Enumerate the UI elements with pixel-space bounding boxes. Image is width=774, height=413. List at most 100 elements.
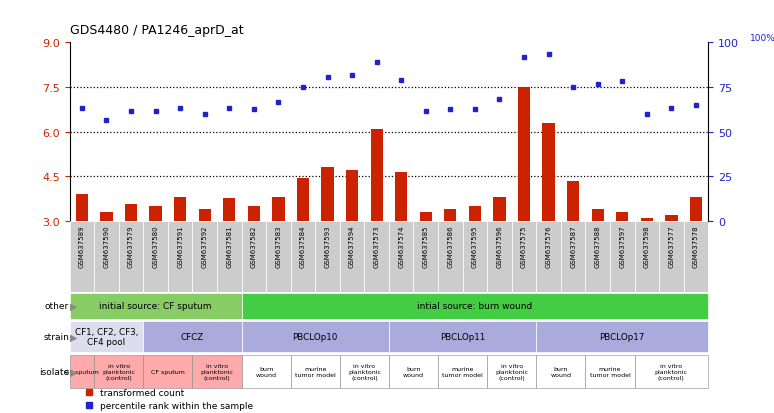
Bar — [641, 218, 653, 221]
Text: isolate: isolate — [39, 367, 69, 376]
Bar — [438, 221, 463, 292]
Bar — [512, 221, 536, 292]
Bar — [199, 209, 211, 221]
Bar — [340, 355, 389, 388]
Text: PBCLOp10: PBCLOp10 — [293, 332, 338, 341]
Text: CFCZ: CFCZ — [181, 332, 204, 341]
Text: GSM637598: GSM637598 — [644, 225, 650, 267]
Bar — [469, 206, 481, 221]
Text: GSM637594: GSM637594 — [349, 225, 355, 267]
Text: PBCLOp11: PBCLOp11 — [440, 332, 485, 341]
Bar — [291, 355, 340, 388]
Bar — [389, 321, 536, 353]
Bar — [76, 195, 88, 221]
Bar — [193, 221, 217, 292]
Bar — [94, 221, 118, 292]
Text: in vitro
planktonic
(control): in vitro planktonic (control) — [495, 363, 528, 380]
Text: GSM637578: GSM637578 — [693, 225, 699, 267]
Bar — [143, 221, 168, 292]
Bar — [70, 321, 143, 353]
Bar — [174, 197, 187, 221]
Text: murine
tumor model: murine tumor model — [590, 366, 630, 377]
Text: GSM637576: GSM637576 — [546, 225, 552, 267]
Text: GSM637582: GSM637582 — [251, 225, 257, 267]
Text: in vitro
planktonic
(control): in vitro planktonic (control) — [200, 363, 234, 380]
Bar — [70, 355, 94, 388]
Bar — [389, 221, 413, 292]
Bar — [168, 221, 193, 292]
Text: burn
wound: burn wound — [255, 366, 276, 377]
Bar — [610, 221, 635, 292]
Text: transformed count: transformed count — [101, 388, 185, 397]
Bar — [118, 221, 143, 292]
Bar — [389, 355, 438, 388]
Bar — [149, 206, 162, 221]
Text: GSM637574: GSM637574 — [398, 225, 404, 267]
Text: ▶: ▶ — [70, 332, 77, 342]
Bar — [70, 221, 94, 292]
Bar — [125, 205, 137, 221]
Bar — [217, 221, 241, 292]
Text: GSM637593: GSM637593 — [324, 225, 330, 267]
Bar — [487, 221, 512, 292]
Bar — [690, 197, 702, 221]
Bar — [487, 355, 536, 388]
Bar — [536, 321, 708, 353]
Bar — [143, 355, 193, 388]
Bar — [518, 88, 530, 221]
Bar — [101, 212, 113, 221]
Bar — [543, 123, 555, 221]
Bar — [683, 221, 708, 292]
Text: burn
wound: burn wound — [403, 366, 424, 377]
Bar — [266, 221, 291, 292]
Bar — [635, 355, 708, 388]
Bar — [395, 172, 407, 221]
Text: GSM637592: GSM637592 — [202, 225, 207, 267]
Bar — [585, 355, 635, 388]
Bar — [241, 293, 708, 319]
Bar — [241, 355, 291, 388]
Bar — [420, 212, 432, 221]
Bar — [321, 168, 334, 221]
Text: GSM637587: GSM637587 — [570, 225, 576, 267]
Text: CF sputum: CF sputum — [65, 369, 99, 374]
Text: CF1, CF2, CF3,
CF4 pool: CF1, CF2, CF3, CF4 pool — [75, 327, 139, 347]
Text: GSM637585: GSM637585 — [423, 225, 429, 267]
Bar — [143, 321, 241, 353]
Bar — [635, 221, 659, 292]
Bar — [536, 221, 561, 292]
Bar — [94, 355, 143, 388]
Bar — [536, 355, 585, 388]
Text: 100%: 100% — [750, 34, 774, 43]
Bar — [616, 212, 628, 221]
Bar — [315, 221, 340, 292]
Text: burn
wound: burn wound — [550, 366, 571, 377]
Text: in vitro
planktonic
(control): in vitro planktonic (control) — [102, 363, 135, 380]
Text: GSM637584: GSM637584 — [300, 225, 306, 267]
Bar — [463, 221, 487, 292]
Bar — [561, 221, 585, 292]
Bar — [585, 221, 610, 292]
Text: ▶: ▶ — [70, 366, 77, 376]
Text: GSM637589: GSM637589 — [79, 225, 85, 267]
Bar — [659, 221, 683, 292]
Text: GSM637573: GSM637573 — [374, 225, 380, 267]
Bar — [567, 181, 579, 221]
Text: GSM637583: GSM637583 — [276, 225, 282, 267]
Bar — [241, 321, 389, 353]
Bar — [340, 221, 365, 292]
Bar — [272, 197, 285, 221]
Bar — [438, 355, 487, 388]
Bar — [241, 221, 266, 292]
Bar — [371, 129, 383, 221]
Bar — [493, 197, 505, 221]
Text: murine
tumor model: murine tumor model — [295, 366, 336, 377]
Text: strain: strain — [43, 332, 69, 341]
Text: in vitro
planktonic
(control): in vitro planktonic (control) — [348, 363, 381, 380]
Text: GSM637596: GSM637596 — [496, 225, 502, 267]
Text: other: other — [45, 302, 69, 311]
Bar — [346, 171, 358, 221]
Text: GSM637580: GSM637580 — [152, 225, 159, 267]
Text: GSM637591: GSM637591 — [177, 225, 183, 267]
Text: GSM637577: GSM637577 — [669, 225, 674, 267]
